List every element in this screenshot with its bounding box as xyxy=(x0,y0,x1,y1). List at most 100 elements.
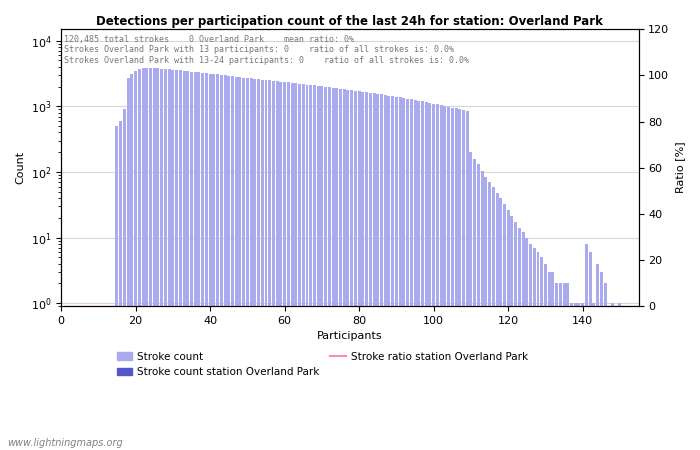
Bar xyxy=(592,303,596,450)
Bar xyxy=(566,284,569,450)
Bar xyxy=(130,74,134,450)
Bar xyxy=(346,90,349,450)
Bar xyxy=(414,100,416,450)
Bar xyxy=(335,88,338,450)
Bar xyxy=(201,73,204,450)
Bar xyxy=(365,92,368,450)
Bar xyxy=(473,158,476,450)
Bar xyxy=(525,238,528,450)
Bar xyxy=(234,76,238,450)
Bar xyxy=(209,74,211,450)
Bar xyxy=(164,69,167,450)
Bar xyxy=(268,81,271,450)
Bar xyxy=(257,79,260,450)
Bar xyxy=(298,84,301,450)
Bar xyxy=(358,91,360,450)
Bar xyxy=(536,252,540,450)
Bar xyxy=(231,76,234,450)
Bar xyxy=(395,97,398,450)
Bar xyxy=(432,104,435,450)
Bar xyxy=(321,86,323,450)
Bar xyxy=(123,109,126,450)
Bar xyxy=(428,103,431,450)
Bar xyxy=(559,284,562,450)
Bar xyxy=(246,78,249,450)
Bar xyxy=(410,99,413,450)
Bar xyxy=(380,94,383,450)
Bar xyxy=(175,70,178,450)
Bar xyxy=(436,104,439,450)
Legend: Stroke count, Stroke count station Overland Park, Stroke ratio station Overland : Stroke count, Stroke count station Overl… xyxy=(113,347,533,381)
Bar xyxy=(399,97,402,450)
Bar xyxy=(533,248,536,450)
Bar xyxy=(406,99,409,450)
Bar xyxy=(350,90,354,450)
Bar xyxy=(127,78,130,450)
Bar xyxy=(518,228,521,450)
Bar xyxy=(477,165,480,450)
Bar xyxy=(138,69,141,450)
Bar xyxy=(328,87,331,450)
Bar xyxy=(313,86,316,450)
Bar xyxy=(503,204,506,450)
Bar xyxy=(384,95,386,450)
Bar xyxy=(194,72,197,450)
Bar xyxy=(499,198,502,450)
Bar xyxy=(339,89,342,450)
Bar xyxy=(600,272,603,450)
Bar xyxy=(484,176,487,450)
Bar xyxy=(402,98,405,450)
Bar xyxy=(220,75,223,450)
Bar xyxy=(272,81,275,450)
Bar xyxy=(425,102,428,450)
Title: Detections per participation count of the last 24h for station: Overland Park: Detections per participation count of th… xyxy=(97,15,603,28)
Bar xyxy=(563,284,566,450)
Bar xyxy=(391,96,394,450)
Bar xyxy=(141,68,144,450)
Bar xyxy=(276,81,279,450)
Bar xyxy=(447,107,450,450)
Bar xyxy=(458,109,461,450)
Bar xyxy=(603,284,607,450)
Bar xyxy=(574,303,577,450)
Bar xyxy=(361,92,365,450)
Bar xyxy=(239,77,241,450)
Bar xyxy=(223,76,227,450)
Bar xyxy=(205,73,208,450)
Bar xyxy=(522,232,524,450)
Bar xyxy=(290,83,293,450)
Bar xyxy=(470,152,473,450)
Bar xyxy=(462,110,465,450)
Bar xyxy=(417,101,420,450)
Bar xyxy=(116,126,118,450)
Bar xyxy=(332,88,335,450)
Bar xyxy=(611,303,614,450)
Bar xyxy=(242,77,245,450)
Bar xyxy=(190,72,193,450)
Bar xyxy=(596,264,599,450)
Bar xyxy=(265,80,267,450)
Bar xyxy=(589,252,591,450)
Bar xyxy=(440,105,442,450)
Bar xyxy=(552,272,554,450)
Bar xyxy=(186,71,189,450)
Bar xyxy=(216,74,219,450)
Bar xyxy=(153,68,155,450)
Bar xyxy=(309,85,312,450)
Bar xyxy=(157,68,160,450)
Bar xyxy=(149,68,152,450)
Y-axis label: Count: Count xyxy=(15,151,25,184)
Bar xyxy=(585,244,588,450)
Bar xyxy=(250,78,253,450)
Bar xyxy=(167,69,171,450)
Bar xyxy=(496,193,498,450)
Bar xyxy=(119,121,122,450)
Y-axis label: Ratio [%]: Ratio [%] xyxy=(675,142,685,194)
Bar xyxy=(253,79,256,450)
Text: www.lightningmaps.org: www.lightningmaps.org xyxy=(7,437,122,447)
X-axis label: Participants: Participants xyxy=(317,332,383,342)
Bar xyxy=(377,94,379,450)
Bar xyxy=(343,89,346,450)
Text: 120,485 total strokes    0 Overland Park    mean ratio: 0%
Strokes Overland Park: 120,485 total strokes 0 Overland Park me… xyxy=(64,35,469,64)
Bar xyxy=(481,171,484,450)
